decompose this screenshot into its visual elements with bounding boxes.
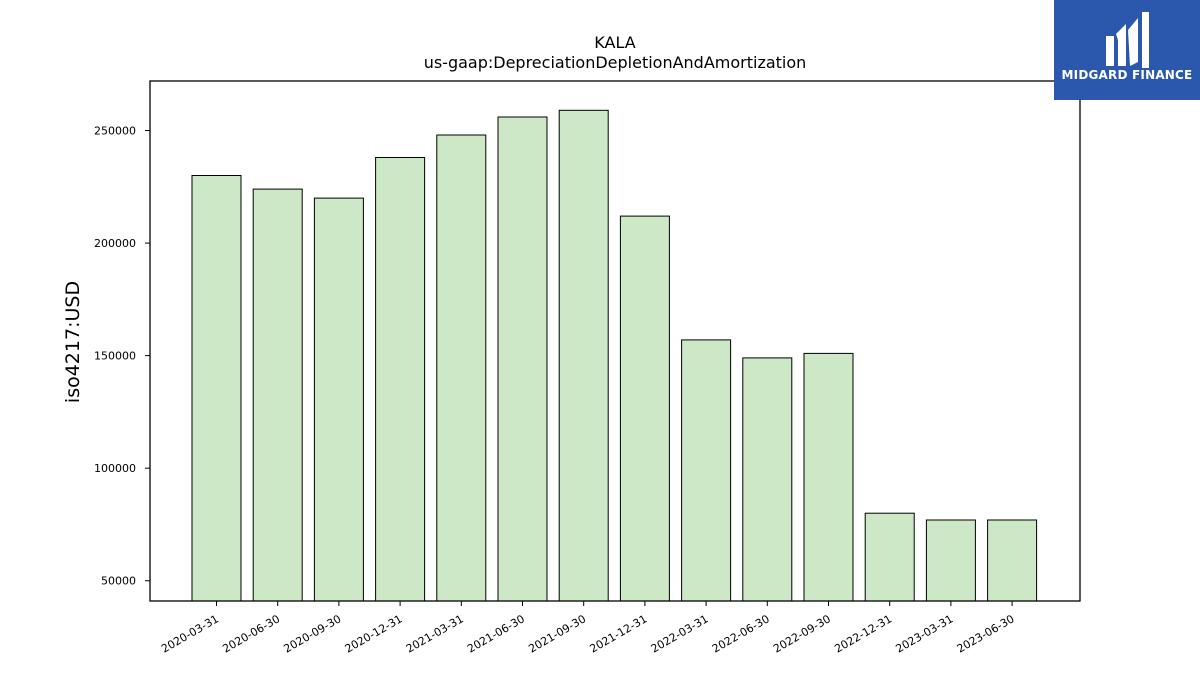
logo-text: MIDGARD FINANCE [1061, 68, 1193, 82]
x-tick-label: 2020-09-30 [282, 612, 344, 655]
x-tick-label: 2020-03-31 [159, 612, 221, 655]
bar-2022-03-31 [681, 339, 732, 602]
bar-2023-06-30 [987, 519, 1038, 602]
y-ticks-group: 50000 100000 150000 200000 250000 [94, 125, 150, 588]
x-tick-label: 2021-09-30 [526, 612, 588, 655]
x-tick-label: 2022-06-30 [710, 612, 772, 655]
bar-2020-12-31 [375, 157, 426, 602]
bar-2023-03-31 [925, 519, 976, 602]
bar-2021-12-31 [619, 215, 670, 602]
y-tick-label: 200000 [94, 237, 136, 250]
x-tick-label: 2021-12-31 [588, 612, 650, 655]
x-tick-label: 2020-06-30 [220, 612, 282, 655]
y-tick-label: 100000 [94, 462, 136, 475]
chart-title: KALA [594, 33, 635, 52]
chart-subtitle: us-gaap:DepreciationDepletionAndAmortiza… [424, 53, 807, 72]
bar-2021-06-30 [497, 116, 548, 602]
x-ticks-group: 2020-03-31 2020-06-30 2020-09-30 2020-12-31… [159, 601, 1017, 656]
x-tick-label: 2022-12-31 [832, 612, 894, 655]
x-tick-label: 2021-03-31 [404, 612, 466, 655]
bar-2020-03-31 [191, 175, 242, 602]
bars-group [191, 109, 1038, 602]
bar-2022-09-30 [803, 352, 854, 602]
y-axis-label: iso4217:USD [62, 281, 84, 403]
bar-2020-06-30 [252, 188, 303, 602]
bar-2021-03-31 [436, 134, 487, 602]
bar-2022-12-31 [864, 512, 915, 602]
bar-2021-09-30 [558, 109, 609, 602]
x-tick-label: 2020-12-31 [343, 612, 405, 655]
x-tick-label: 2022-03-31 [649, 612, 711, 655]
y-tick-label: 50000 [101, 575, 136, 588]
x-tick-label: 2023-03-31 [894, 612, 956, 655]
plot-frame [149, 80, 1081, 602]
bar-2022-06-30 [742, 357, 793, 602]
x-tick-label: 2021-06-30 [465, 612, 527, 655]
brand-logo: MIDGARD FINANCE [1054, 0, 1200, 100]
y-tick-label: 250000 [94, 125, 136, 138]
x-tick-label: 2023-06-30 [955, 612, 1017, 655]
y-tick-label: 150000 [94, 350, 136, 363]
logo-mark-icon [1106, 12, 1149, 68]
bar-2020-09-30 [313, 197, 364, 602]
x-tick-label: 2022-09-30 [771, 612, 833, 655]
